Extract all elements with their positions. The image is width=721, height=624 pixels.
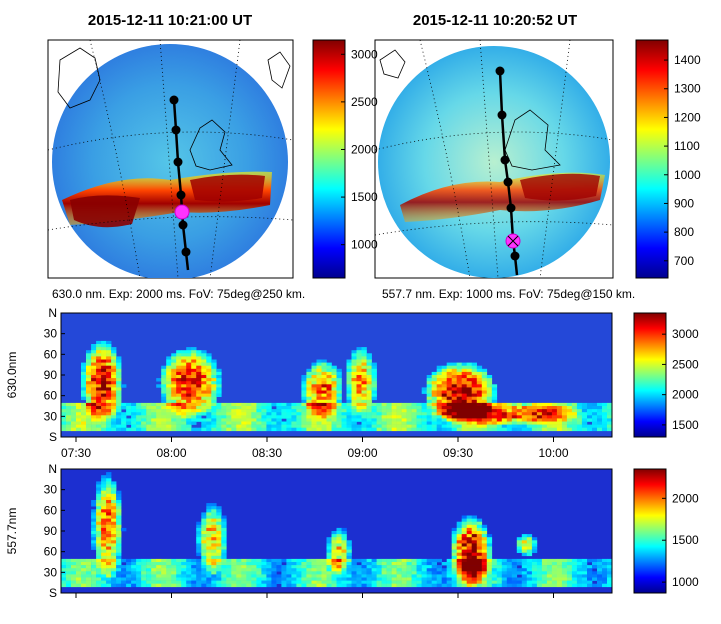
colorbar-tick-label: 1100 xyxy=(674,139,700,153)
colorbar-tick-label: 2000 xyxy=(672,491,699,505)
all-sky-panel-left: 2015-12-11 10:21:00 UT xyxy=(47,12,305,301)
keogram-630-ylabel: 630.0nm xyxy=(5,352,19,399)
colorbar-tick-label: 800 xyxy=(674,225,694,239)
keogram-y-tick-label: 90 xyxy=(44,524,58,538)
colorbar-tick-label: 1500 xyxy=(672,418,699,432)
keogram-x-tick-label: 07:30 xyxy=(61,446,91,460)
colorbar-tick-label: 1500 xyxy=(351,190,378,204)
caption-right: 557.7 nm. Exp: 1000 ms. FoV: 75deg@150 k… xyxy=(382,287,635,301)
sky-disc-right xyxy=(378,46,610,278)
keogram-y-tick-label: S xyxy=(49,430,57,444)
colorbar-tick-label: 3000 xyxy=(672,327,699,341)
colorbar-tick-label: 1000 xyxy=(672,575,699,589)
keogram-y-tick-label: 30 xyxy=(44,409,58,423)
colorbar-gradient xyxy=(633,468,667,594)
keogram-y-tick-label: N xyxy=(48,306,57,320)
colorbar-tick-label: 2500 xyxy=(351,95,378,109)
colorbar-right-allsky: 700 800 900 1000 1100 1200 1300 1400 xyxy=(635,39,701,279)
keogram-x-tick-label: 10:00 xyxy=(538,446,568,460)
colorbar-tick-label: 1300 xyxy=(674,82,701,96)
keogram-y-tick-label: 60 xyxy=(44,545,58,559)
caption-left: 630.0 nm. Exp: 2000 ms. FoV: 75deg@250 k… xyxy=(52,287,305,301)
colorbar-tick-label: 1000 xyxy=(351,238,378,252)
colorbar-tick-label: 1200 xyxy=(674,110,701,124)
colorbar-gradient xyxy=(635,39,669,279)
keogram-y-tick-label: 60 xyxy=(44,389,58,403)
keogram-x-tick-label: 08:30 xyxy=(252,446,282,460)
colorbar-tick-label: 900 xyxy=(674,196,694,210)
colorbar-tick-label: 2000 xyxy=(672,388,699,402)
keogram-630-panel: N 30 60 90 60 30 S 07:30 08:00 08:30 09:00 09:30 10… xyxy=(5,306,613,460)
colorbar-tick-label: 1400 xyxy=(674,53,701,67)
keogram-557-ylabel: 557.7nm xyxy=(5,508,19,555)
colorbar-tick-label: 2000 xyxy=(351,142,378,156)
panel-title-left: 2015-12-11 10:21:00 UT xyxy=(88,12,252,29)
colorbar-keogram-630: 1500 2000 2500 3000 xyxy=(633,312,699,438)
colorbar-gradient xyxy=(312,39,346,279)
keogram-x-tick-label: 09:30 xyxy=(443,446,473,460)
keogram-y-tick-label: 30 xyxy=(44,327,58,341)
colorbar-tick-label: 700 xyxy=(674,254,694,268)
sky-disc-left xyxy=(52,44,288,278)
keogram-y-tick-label: S xyxy=(49,586,57,600)
keogram-y-tick-label: 30 xyxy=(44,565,58,579)
keogram-y-tick-label: 60 xyxy=(44,347,58,361)
highlight-marker-left xyxy=(174,204,190,220)
colorbar-tick-label: 1000 xyxy=(674,168,701,182)
keogram-x-tick-label: 09:00 xyxy=(347,446,377,460)
keogram-x-tick-label: 08:00 xyxy=(156,446,186,460)
keogram-y-tick-label: 30 xyxy=(44,483,58,497)
colorbar-tick-label: 2500 xyxy=(672,357,699,371)
panel-title-right: 2015-12-11 10:20:52 UT xyxy=(413,12,577,29)
keogram-y-tick-label: 90 xyxy=(44,368,58,382)
all-sky-panel-right: 2015-12-11 10:20:52 UT 55 xyxy=(374,12,635,301)
keogram-y-tick-label: 60 xyxy=(44,503,58,517)
colorbar-gradient xyxy=(633,312,667,438)
colorbar-keogram-557: 1000 1500 2000 xyxy=(633,468,699,594)
colorbar-tick-label: 3000 xyxy=(351,47,378,61)
colorbar-left-allsky: 1000 1500 2000 2500 3000 xyxy=(312,39,378,279)
keogram-557-panel: N 30 60 90 60 30 S 557.7nm xyxy=(5,462,613,600)
keogram-y-tick-label: N xyxy=(48,462,57,476)
colorbar-tick-label: 1500 xyxy=(672,533,699,547)
